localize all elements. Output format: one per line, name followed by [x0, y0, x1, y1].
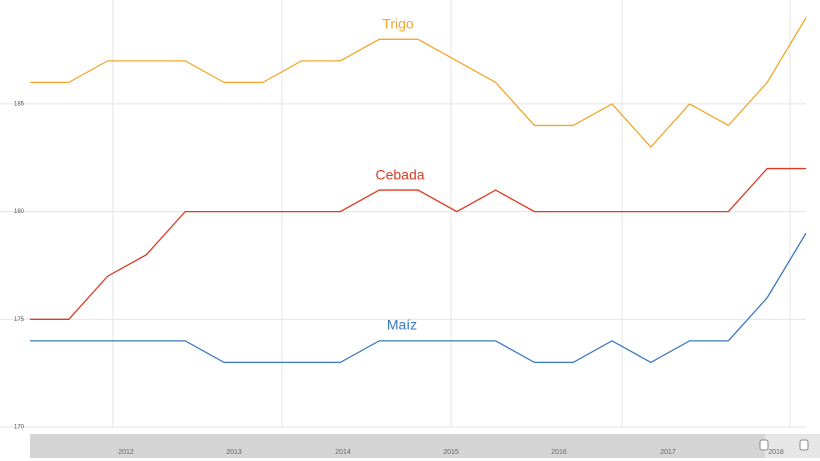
series-line [30, 17, 807, 148]
navigator-label: 2018 [768, 449, 784, 456]
series-line [30, 167, 806, 320]
series-line [30, 232, 807, 364]
navigator-label: 2016 [551, 449, 567, 456]
y-tick-label: 175 [14, 317, 25, 323]
vertical-grid [112, 0, 791, 427]
navigator-label: 2012 [118, 449, 134, 456]
navigator-label: 2013 [226, 449, 242, 456]
series-label: Trigo [382, 16, 414, 32]
navigator-handle[interactable] [759, 439, 769, 451]
navigator-label: 2014 [335, 449, 351, 456]
navigator-handle[interactable] [799, 439, 809, 451]
navigator-selection[interactable] [30, 434, 765, 458]
series-label: Maíz [387, 317, 417, 333]
y-tick-label: 180 [14, 209, 25, 215]
y-tick-label: 170 [14, 425, 25, 431]
navigator-label: 2015 [443, 449, 459, 456]
series-label: Cebada [375, 167, 424, 183]
y-tick-label: 185 [14, 102, 25, 108]
navigator-label: 2017 [660, 449, 676, 456]
